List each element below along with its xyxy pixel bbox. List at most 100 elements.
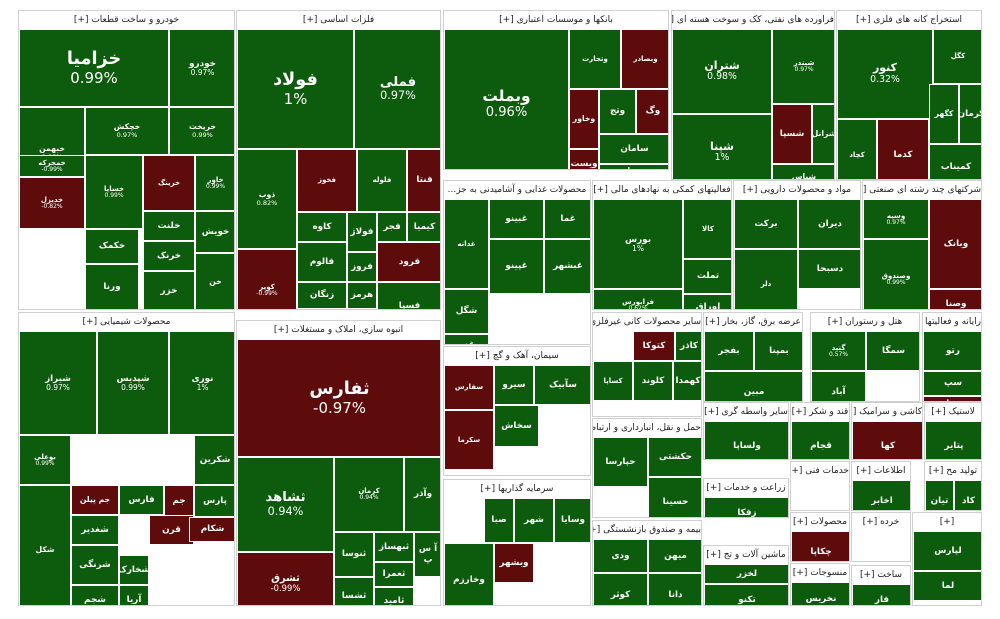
sector-header[interactable]: سرمایه گذاریها [+] (444, 480, 590, 498)
sector-header[interactable]: خدمات فنی [+] (791, 462, 849, 480)
stock-tile[interactable]: خمحرکه -0.99% (19, 155, 85, 177)
stock-tile[interactable]: شپنا 1% (672, 114, 772, 179)
stock-tile[interactable]: شپدیس 0.99% (97, 331, 169, 435)
stock-tile[interactable]: کگل (933, 29, 981, 84)
stock-tile[interactable]: کلوند (633, 361, 673, 401)
stock-tile[interactable]: ثنوسا (334, 532, 374, 577)
stock-tile[interactable]: شکام (189, 517, 234, 542)
stock-tile[interactable]: وخاور (569, 89, 599, 149)
stock-tile[interactable]: کنور 0.32% (837, 29, 933, 119)
stock-tile[interactable]: میهن (648, 539, 701, 573)
stock-tile[interactable]: شجم (71, 585, 119, 605)
stock-tile[interactable]: خساپا 0.99% (85, 155, 143, 229)
stock-tile[interactable]: شکرین (194, 435, 234, 485)
stock-tile[interactable]: فنتا (407, 149, 440, 212)
stock-tile[interactable]: وتج (599, 89, 636, 134)
stock-tile[interactable]: برکت (734, 199, 798, 249)
stock-tile[interactable]: کیمیا (407, 212, 440, 242)
stock-tile[interactable]: وسپه 0.97% (863, 199, 929, 239)
sector-header[interactable]: سایر محصولات کانی غیرفلزی [+] (593, 313, 701, 331)
stock-tile[interactable]: فولاد 1% (237, 29, 354, 149)
stock-tile[interactable]: لخزر (704, 564, 788, 584)
stock-tile[interactable]: پارس (194, 485, 234, 517)
stock-tile[interactable]: دلر (734, 249, 798, 309)
stock-tile[interactable]: فملی 0.97% (354, 29, 440, 149)
sector-header[interactable]: عرضه برق، گاز، بخار [+] (704, 313, 802, 331)
stock-tile[interactable]: ورنا (85, 264, 139, 309)
stock-tile[interactable]: وسایا (554, 498, 590, 543)
stock-tile[interactable]: ذوب 0.82% (237, 149, 297, 249)
stock-tile[interactable]: وصنا (929, 289, 981, 309)
stock-tile[interactable]: شغدیر (71, 515, 119, 545)
sector-header[interactable]: بیمه و صندوق بازنشستگی [+] (593, 521, 701, 539)
sector-header[interactable]: زراعت و خدمات [+] (704, 479, 788, 497)
stock-tile[interactable]: ثعمرا (374, 562, 414, 587)
stock-tile[interactable]: حکشتی (648, 437, 701, 477)
stock-tile[interactable]: ولساپا (704, 421, 788, 459)
stock-tile[interactable]: سامان (599, 134, 668, 164)
sector-header[interactable]: فعالیتهای کمکی به نهادهای مالی [+] (593, 181, 731, 199)
stock-tile[interactable]: فرود (377, 242, 440, 282)
sector-header[interactable]: [+] (913, 513, 981, 531)
stock-tile[interactable]: بفجر (704, 331, 754, 371)
stock-tile[interactable]: حپارسا (593, 437, 648, 487)
stock-tile[interactable]: ویست (569, 149, 599, 169)
stock-tile[interactable]: کرمان (959, 84, 981, 144)
sector-header[interactable]: ساخت [+] (852, 566, 910, 584)
stock-tile[interactable]: سخاش (494, 405, 539, 447)
stock-tile[interactable]: فرابورس 0.62% (593, 289, 683, 309)
stock-tile[interactable]: شسپا (772, 104, 812, 164)
stock-tile[interactable]: تملت (683, 259, 731, 294)
sector-header[interactable]: سایر واسطه گری [+] (704, 403, 788, 421)
stock-tile[interactable]: سپ (923, 371, 981, 396)
stock-tile[interactable]: کتوکا (633, 331, 675, 361)
stock-tile[interactable]: وبملت 0.96% (444, 29, 569, 169)
stock-tile[interactable]: فالوم (297, 242, 347, 282)
sector-header[interactable]: فراورده های نفتی، کک و سوخت هسته ای [+] (672, 11, 834, 29)
stock-tile[interactable]: فار (852, 584, 910, 605)
stock-tile[interactable]: وبانک (929, 199, 981, 289)
sector-header[interactable]: لاستیک [+] (925, 403, 981, 421)
sector-header[interactable]: اطلاعات [+] (852, 462, 910, 480)
stock-tile[interactable]: وصندوق 0.99% (863, 239, 929, 309)
stock-tile[interactable]: غبشهر (544, 239, 590, 294)
stock-tile[interactable]: شپاس (772, 164, 834, 179)
stock-tile[interactable]: خن (195, 253, 234, 309)
stock-tile[interactable]: حسینا (648, 477, 701, 517)
stock-tile[interactable]: غما (544, 199, 590, 239)
stock-tile[interactable]: سیرو (494, 365, 534, 405)
stock-tile[interactable]: نخریس (791, 582, 849, 605)
stock-tile[interactable]: صبا (484, 498, 514, 543)
stock-tile[interactable]: خرینگ (143, 155, 195, 211)
stock-tile[interactable]: وگ (636, 89, 668, 134)
stock-tile[interactable]: شتران 0.98% (672, 29, 772, 114)
stock-tile[interactable]: کهمدا (673, 361, 701, 401)
stock-tile[interactable]: ثفارس -0.97% (237, 339, 440, 457)
stock-tile[interactable]: دیران (798, 199, 860, 249)
sector-header[interactable]: منسوجات [+] (791, 564, 849, 582)
stock-tile[interactable]: قجام (791, 421, 849, 459)
stock-tile[interactable]: فولاژ (347, 212, 377, 252)
stock-tile[interactable]: آ س پ (414, 532, 440, 577)
stock-tile[interactable]: خودرو 0.97% (169, 29, 234, 107)
stock-tile[interactable]: گنبد 0.57% (811, 331, 866, 371)
stock-tile[interactable]: زنگان (297, 282, 347, 309)
stock-tile[interactable]: رتو (923, 331, 981, 371)
sector-header[interactable]: خودرو و ساخت قطعات [+] (19, 11, 234, 29)
sector-header[interactable]: رایانه و فعالیتها [+] (923, 313, 981, 331)
stock-tile[interactable]: سآبیک (534, 365, 590, 405)
stock-tile[interactable]: قرن (149, 515, 194, 545)
stock-tile[interactable]: هرمز (347, 282, 377, 309)
stock-tile[interactable]: فلوله (357, 149, 407, 212)
stock-tile[interactable]: لپارس (913, 531, 981, 571)
stock-tile[interactable]: فروز (347, 252, 377, 282)
stock-tile[interactable]: کاذر (675, 331, 701, 361)
sector-header[interactable]: هتل و رستوران [+] (811, 313, 919, 331)
sector-header[interactable]: سیمان، آهک و گچ [+] (444, 347, 590, 365)
sector-header[interactable]: حمل و نقل، انبارداری و ارتباطات [+] (593, 419, 701, 437)
sector-header[interactable]: شرکتهای چند رشته ای صنعتی [+] (863, 181, 981, 199)
stock-tile[interactable]: کرمان 0.94% (334, 457, 404, 532)
stock-tile[interactable]: شهر (514, 498, 554, 543)
stock-tile[interactable]: کالا (683, 199, 731, 259)
stock-tile[interactable]: خلنت (143, 211, 195, 241)
